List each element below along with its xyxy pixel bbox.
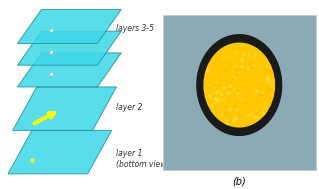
Polygon shape — [8, 130, 112, 174]
Text: layers 3-5: layers 3-5 — [116, 24, 154, 33]
FancyBboxPatch shape — [163, 15, 316, 170]
Text: (b): (b) — [232, 177, 246, 186]
Circle shape — [204, 43, 275, 128]
Polygon shape — [13, 87, 116, 130]
Polygon shape — [18, 9, 121, 43]
Circle shape — [196, 34, 282, 136]
Polygon shape — [18, 31, 121, 65]
Text: layer 1
(bottom view): layer 1 (bottom view) — [116, 149, 170, 169]
Polygon shape — [18, 53, 121, 87]
Text: layer 2: layer 2 — [116, 103, 143, 112]
